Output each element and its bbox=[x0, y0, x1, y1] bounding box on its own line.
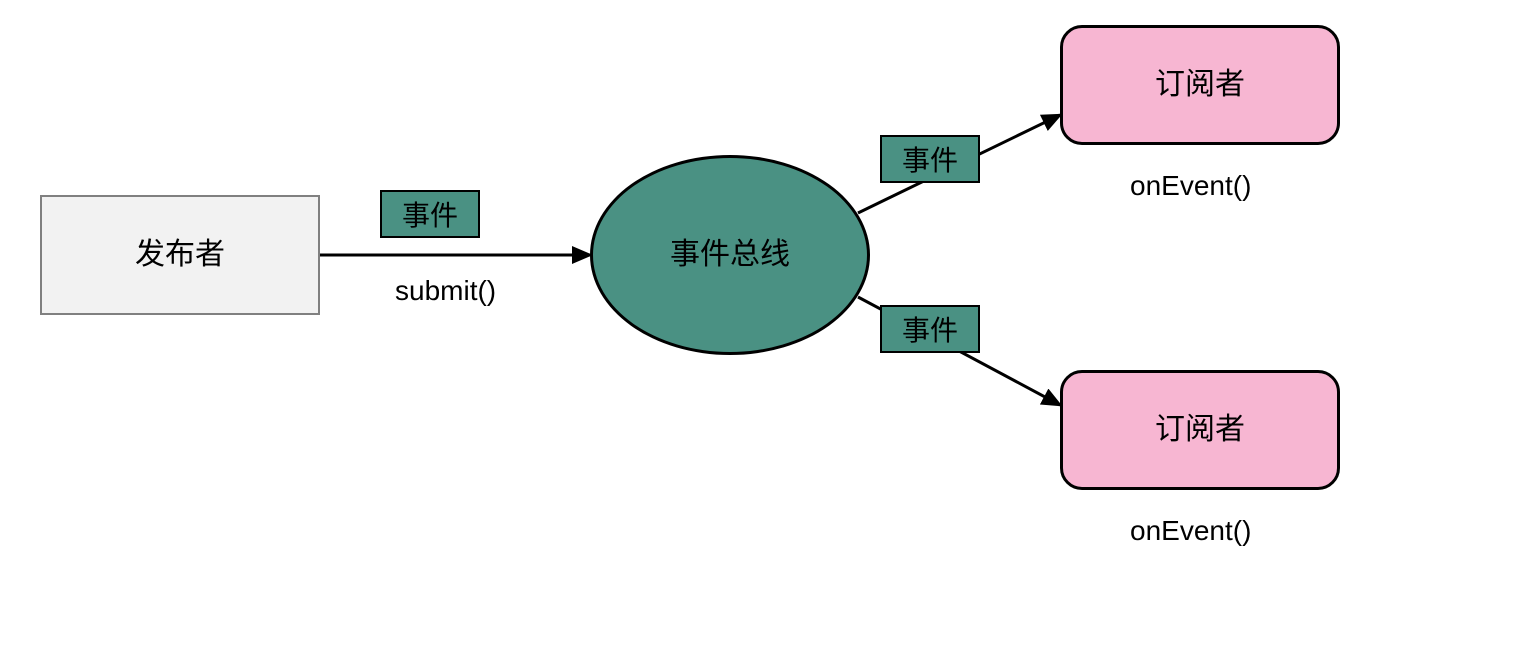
edge-tag-2: 事件 bbox=[880, 135, 980, 183]
submit-label: submit() bbox=[395, 275, 496, 307]
edge-tag-1: 事件 bbox=[380, 190, 480, 238]
edge-tag-3: 事件 bbox=[880, 305, 980, 353]
event-bus-node: 事件总线 bbox=[590, 155, 870, 355]
subscriber2-label: 订阅者 bbox=[1155, 415, 1245, 445]
subscriber1-label: 订阅者 bbox=[1155, 70, 1245, 100]
publisher-label: 发布者 bbox=[135, 240, 225, 270]
edge-tag-1-label: 事件 bbox=[402, 194, 458, 234]
onevent-label-1: onEvent() bbox=[1130, 170, 1251, 202]
publisher-node: 发布者 bbox=[40, 195, 320, 315]
event-bus-label: 事件总线 bbox=[670, 240, 790, 270]
edge-tag-2-label: 事件 bbox=[902, 139, 958, 179]
onevent-label-2: onEvent() bbox=[1130, 515, 1251, 547]
subscriber1-node: 订阅者 bbox=[1060, 25, 1340, 145]
subscriber2-node: 订阅者 bbox=[1060, 370, 1340, 490]
diagram-canvas: 发布者 事件总线 订阅者 订阅者 事件 事件 事件 submit() onEve… bbox=[0, 0, 1536, 645]
edge-tag-3-label: 事件 bbox=[902, 309, 958, 349]
